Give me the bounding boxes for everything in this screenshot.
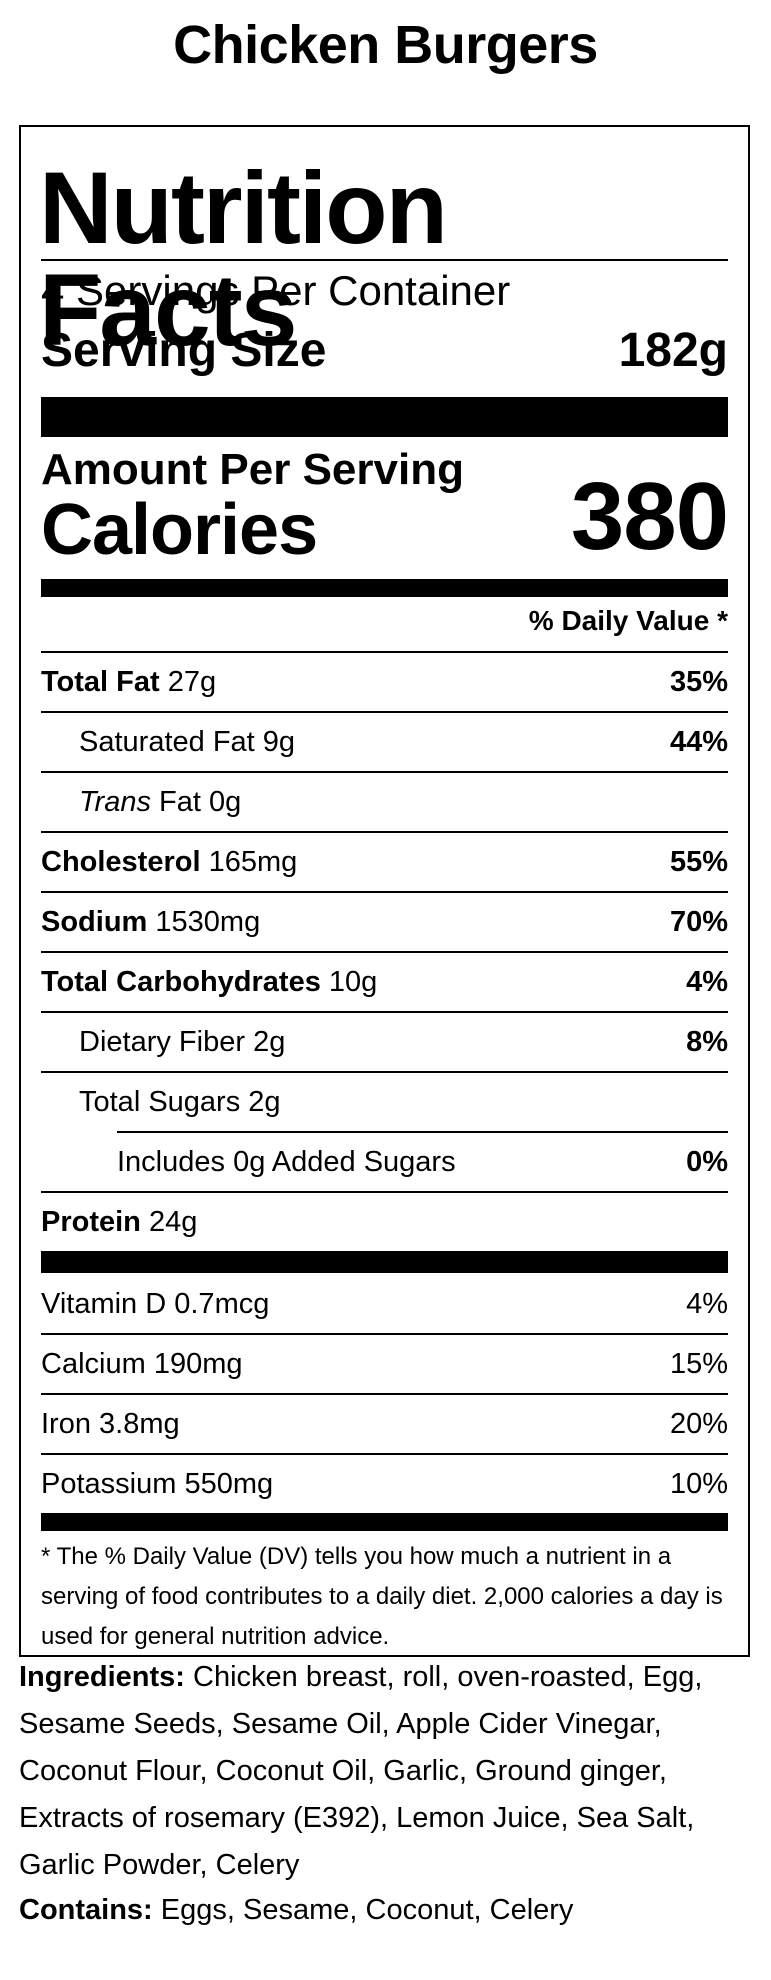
divider	[41, 259, 728, 261]
nutrient-row-protein: Protein 24g	[41, 1193, 728, 1251]
amount-per-serving: Amount Per Serving	[41, 445, 464, 494]
nutrient-label: Total Carbohydrates 10g	[41, 965, 378, 998]
vitamin-label: Calcium 190mg	[41, 1347, 243, 1380]
nutrient-row-total-sugars: Total Sugars 2g	[41, 1073, 728, 1131]
vitamin-row-potassium: Potassium 550mg 10%	[41, 1455, 728, 1513]
nutrient-label: Trans Fat 0g	[79, 785, 242, 818]
nutrient-row-total-fat: Total Fat 27g 35%	[41, 653, 728, 711]
allergen-statement: Contains: Eggs, Sesame, Coconut, Celery	[19, 1894, 573, 1927]
nutrient-row-trans-fat: Trans Fat 0g	[41, 773, 728, 831]
nutrient-dv: 44%	[669, 725, 728, 758]
daily-value-footnote: * The % Daily Value (DV) tells you how m…	[41, 1543, 723, 1650]
daily-value-header: % Daily Value *	[528, 605, 728, 636]
nutrient-dv: 35%	[669, 665, 728, 698]
divider	[41, 771, 728, 773]
nutrient-dv: 55%	[669, 845, 728, 878]
nutrient-label: Saturated Fat 9g	[79, 725, 296, 758]
nutrient-row-saturated-fat: Saturated Fat 9g 44%	[41, 713, 728, 771]
nutrition-facts-heading: Nutrition Facts	[39, 151, 448, 367]
ingredients-statement: Ingredients: Chicken breast, roll, oven-…	[19, 1654, 759, 1889]
vitamin-row-iron: Iron 3.8mg 20%	[41, 1395, 728, 1453]
nutrient-label: Protein 24g	[41, 1205, 198, 1238]
nutrient-dv: 4%	[686, 965, 728, 998]
nutrient-row-dietary-fiber: Dietary Fiber 2g 8%	[41, 1013, 728, 1071]
nutrient-dv: 8%	[686, 1025, 728, 1058]
nutrient-dv: 70%	[669, 905, 728, 938]
divider	[41, 1191, 728, 1193]
divider	[41, 1071, 728, 1073]
contains-label: Contains:	[19, 1894, 153, 1926]
vitamin-dv: 15%	[669, 1347, 728, 1380]
thick-divider	[41, 1251, 728, 1273]
divider	[41, 1453, 728, 1455]
vitamin-row-calcium: Calcium 190mg 15%	[41, 1335, 728, 1393]
thick-divider	[41, 579, 728, 597]
nutrient-label: Cholesterol 165mg	[41, 845, 298, 878]
nutrient-dv: 0%	[686, 1145, 728, 1178]
divider	[41, 651, 728, 653]
nutrient-label: Includes 0g Added Sugars	[117, 1145, 456, 1178]
calories-label: Calories	[41, 490, 318, 570]
divider	[41, 831, 728, 833]
vitamin-dv: 4%	[686, 1287, 728, 1320]
nutrient-row-added-sugars: Includes 0g Added Sugars 0%	[41, 1133, 728, 1191]
divider	[41, 711, 728, 713]
serving-size-label: Serving Size	[41, 324, 327, 377]
nutrition-facts-panel: Nutrition Facts 4 Servings Per Container…	[19, 125, 750, 1657]
vitamin-dv: 10%	[669, 1467, 728, 1500]
nutrient-label: Total Sugars 2g	[79, 1085, 281, 1118]
nutrient-row-cholesterol: Cholesterol 165mg 55%	[41, 833, 728, 891]
vitamin-row-vitamin-d: Vitamin D 0.7mcg 4%	[41, 1275, 728, 1333]
divider	[41, 1011, 728, 1013]
nutrient-label: Sodium 1530mg	[41, 905, 261, 938]
calories-value: 380	[570, 463, 729, 570]
divider	[41, 1393, 728, 1395]
divider	[41, 891, 728, 893]
divider	[117, 1131, 728, 1133]
serving-size-value: 182g	[618, 324, 728, 377]
nutrient-label: Dietary Fiber 2g	[79, 1025, 286, 1058]
vitamin-label: Potassium 550mg	[41, 1467, 274, 1500]
product-title: Chicken Burgers	[173, 15, 598, 75]
nutrient-row-sodium: Sodium 1530mg 70%	[41, 893, 728, 951]
ingredients-label: Ingredients:	[19, 1661, 185, 1693]
nutrient-label: Total Fat 27g	[41, 665, 217, 698]
thick-divider	[41, 1513, 728, 1531]
servings-per-container: 4 Servings Per Container	[41, 267, 511, 314]
contains-text: Eggs, Sesame, Coconut, Celery	[160, 1894, 574, 1926]
vitamin-label: Vitamin D 0.7mcg	[41, 1287, 270, 1320]
vitamin-label: Iron 3.8mg	[41, 1407, 180, 1440]
divider	[41, 951, 728, 953]
vitamin-dv: 20%	[669, 1407, 728, 1440]
divider	[41, 1333, 728, 1335]
nutrient-row-total-carbohydrates: Total Carbohydrates 10g 4%	[41, 953, 728, 1011]
ingredients-text: Chicken breast, roll, oven-roasted, Egg,…	[19, 1661, 703, 1881]
thick-divider	[41, 397, 728, 437]
